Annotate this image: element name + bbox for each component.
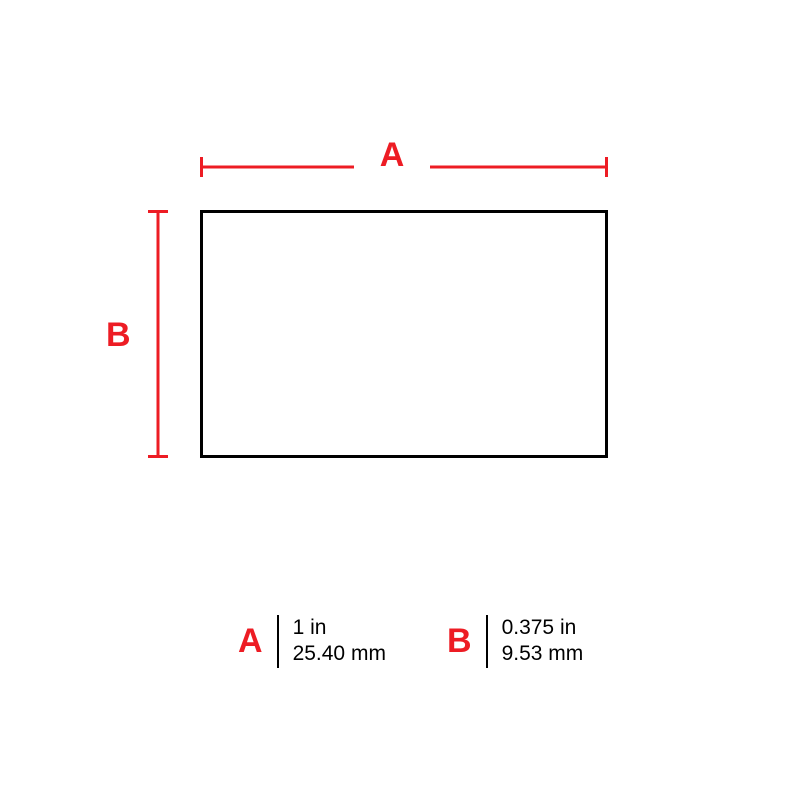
legend-b: B 0.375 in 9.53 mm [447, 615, 583, 668]
legend-b-values: 0.375 in 9.53 mm [502, 615, 584, 668]
legend-b-divider [486, 615, 488, 668]
legend-a-letter: A [238, 622, 263, 661]
legend-b-letter: B [447, 622, 472, 661]
legend-a-value-mm: 25.40 mm [293, 641, 386, 667]
legend-b-value-in: 0.375 in [502, 615, 584, 641]
legend-b-value-mm: 9.53 mm [502, 641, 584, 667]
dimension-b-label: B [106, 316, 131, 355]
dimension-a-label: A [354, 136, 430, 175]
legend-a-divider [277, 615, 279, 668]
legend-a-values: 1 in 25.40 mm [293, 615, 386, 668]
diagram-canvas: A B A 1 in 25.40 mm B 0.375 in 9.53 mm [0, 0, 800, 800]
label-rectangle [200, 210, 608, 458]
legend-a-value-in: 1 in [293, 615, 386, 641]
legend-a: A 1 in 25.40 mm [238, 615, 386, 668]
dimension-b-line [138, 210, 178, 458]
